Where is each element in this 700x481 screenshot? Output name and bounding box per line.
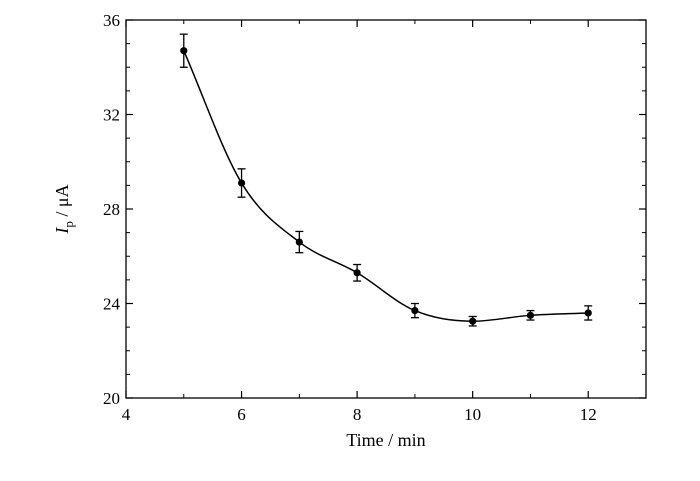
data-point: [237, 179, 246, 187]
data-point: [584, 309, 592, 317]
y-tick-label: 24: [103, 295, 121, 314]
y-axis-subscript: p: [61, 221, 76, 228]
y-tick-label: 20: [103, 389, 120, 408]
x-tick-label: 6: [237, 405, 246, 424]
x-tick-label: 12: [580, 405, 597, 424]
y-tick-label: 28: [103, 200, 120, 219]
x-tick-label: 8: [353, 405, 362, 424]
y-axis-title: Ip / μA: [52, 184, 76, 234]
data-point: [411, 306, 419, 315]
y-axis-symbol: I: [52, 227, 72, 235]
x-tick-label: 4: [122, 405, 131, 424]
data-points: [180, 47, 592, 325]
data-point: [295, 238, 303, 246]
x-axis-title: Time / min: [346, 430, 425, 450]
data-point: [180, 47, 188, 55]
y-axis-unit: / μA: [52, 184, 72, 221]
fit-curve: [183, 50, 589, 322]
y-tick-label: 32: [103, 106, 120, 125]
data-point: [469, 317, 477, 325]
data-point: [353, 269, 361, 277]
y-tick-label: 36: [103, 11, 120, 30]
data-point: [526, 311, 535, 319]
axis-tick-labels: 4 6 8 10 12 20 24 28 32 36: [103, 11, 597, 424]
axis-ticks: [125, 19, 646, 399]
x-tick-label: 10: [464, 405, 481, 424]
plot-frame: [125, 19, 647, 399]
